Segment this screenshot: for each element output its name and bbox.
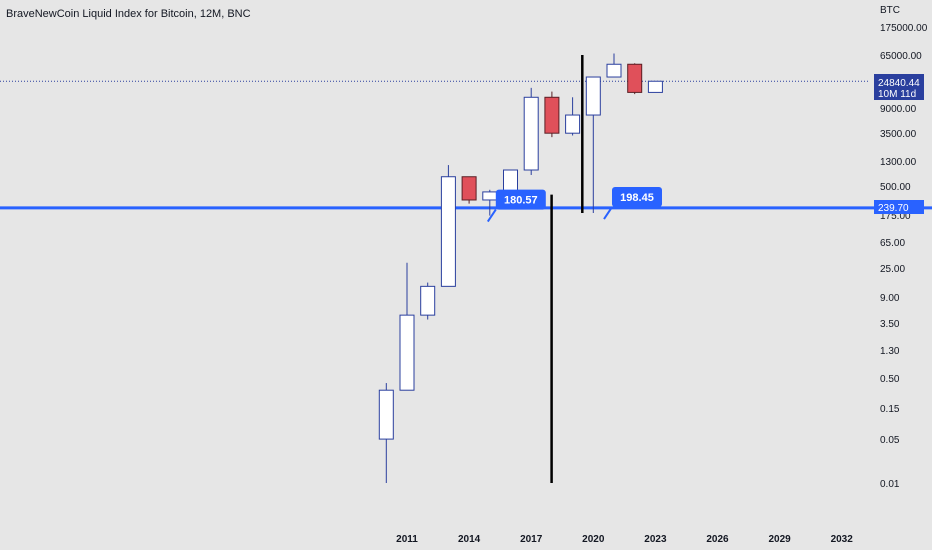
price-axis-currency: BTC [880,5,900,16]
candle-2013 [440,165,456,287]
time-tick-label: 2026 [706,534,729,545]
callout-label: 180.57 [504,195,538,207]
callout-pointer [486,209,497,223]
candle-body [523,96,539,171]
price-tick-label: 3500.00 [880,129,917,140]
price-tick-label: 3.50 [880,319,900,330]
candle-2011 [399,262,415,391]
candle-2020 [585,76,601,214]
candle-2014 [461,176,477,204]
candle-2012 [420,282,436,320]
price-tick-label: 0.05 [880,435,900,446]
callout-box [495,189,546,210]
time-tick-label: 2014 [458,534,481,545]
price-tick-label: 175000.00 [880,23,928,34]
price-tick-label: 65000.00 [880,51,922,62]
candle-2021 [606,53,622,78]
candle-body [399,314,415,391]
candle-2019 [565,97,581,136]
candle-2022 [627,63,643,95]
time-tick-label: 2029 [768,534,791,545]
price-tick-label: 65.00 [880,238,905,249]
level-badge-label: 239.70 [878,203,909,214]
price-callout-1: 198.45 [603,187,662,220]
candle-2023 [647,80,663,93]
callout-pointer [603,206,613,220]
last-price-label: 24840.44 [878,78,920,89]
level-badge [874,200,924,214]
time-tick-label: 2020 [582,534,605,545]
candle-body [378,389,394,440]
callout-box [612,187,662,208]
price-tick-label: 1300.00 [880,157,917,168]
price-tick-label: 9.00 [880,293,900,304]
candle-body [461,176,477,201]
price-tick-label: 0.15 [880,404,900,415]
price-tick-label: 0.50 [880,374,900,385]
callout-label: 198.45 [620,192,654,204]
price-tick-label: 1.30 [880,346,900,357]
price-callout-0: 180.57 [486,189,546,223]
candle-body [627,63,643,93]
time-tick-label: 2011 [396,534,418,545]
candle-2010 [378,383,394,483]
price-tick-label: 25.00 [880,264,905,275]
candle-2018 [544,91,560,138]
candle-body [647,80,663,93]
time-tick-label: 2017 [520,534,543,545]
price-tick-label: 500.00 [880,182,911,193]
countdown-label: 10M 11d [878,89,916,100]
price-tick-label: 9000.00 [880,104,917,115]
candle-body [606,63,622,78]
time-tick-label: 2032 [831,534,854,545]
candle-body [585,76,601,116]
candle-body [482,191,498,201]
candle-body [544,96,560,134]
last-price-badge [874,74,924,100]
candle-2017 [523,87,539,175]
candle-body [503,169,518,193]
price-tick-label: 0.01 [880,479,900,490]
time-tick-label: 2023 [644,534,667,545]
candle-body [565,114,581,134]
candle-body [420,285,436,316]
price-tick-label: 175.00 [880,211,911,222]
chart-title: BraveNewCoin Liquid Index for Bitcoin, 1… [6,8,251,20]
candle-body [440,176,456,287]
